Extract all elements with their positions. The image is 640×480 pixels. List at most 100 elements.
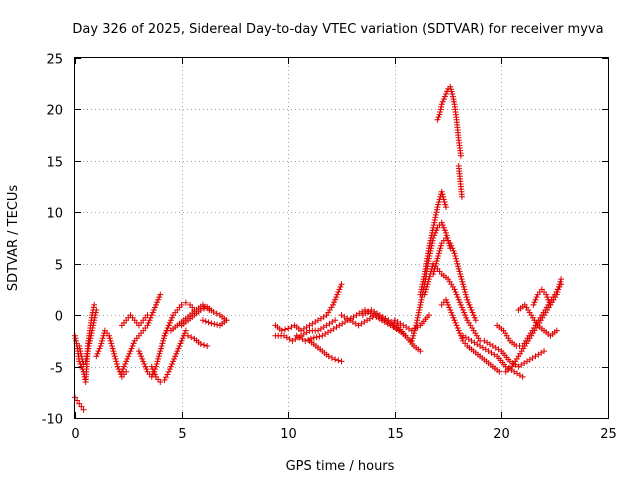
data-point [417,301,424,308]
data-point [123,358,130,365]
data-point [448,309,455,316]
data-point [458,276,465,283]
data-point [288,323,295,330]
data-point [148,312,155,319]
data-point [446,304,453,311]
data-point [111,350,118,357]
data-point [200,305,207,312]
data-point [413,322,420,329]
data-point [150,307,157,313]
data-point [420,276,427,283]
data-point [432,263,439,270]
y-tick-label: 25 [46,53,63,68]
data-point [457,273,464,280]
data-point [414,317,421,324]
data-point [422,289,429,295]
data-point [211,321,218,328]
data-point [202,318,209,325]
data-point [176,343,183,349]
data-point [83,353,90,360]
data-point [429,227,436,234]
data-point [418,296,425,303]
data-point [443,232,450,239]
data-point [94,350,101,357]
data-point [157,379,164,385]
data-point [450,96,457,103]
data-point [420,278,427,285]
data-point [285,325,292,332]
data-point [331,299,338,306]
data-point [99,335,106,342]
data-point [95,348,102,355]
data-point [158,343,165,349]
data-point [119,366,126,373]
data-point [455,296,462,303]
data-point [434,204,441,211]
data-point [90,322,97,329]
data-point [452,253,459,259]
y-tick-label: 0 [55,310,63,325]
data-point [455,265,462,272]
data-point [336,286,343,293]
data-point [440,193,447,200]
data-point [431,219,438,226]
data-point [439,98,446,105]
data-point [165,368,172,375]
data-point [553,291,560,298]
data-point [440,96,447,103]
data-point [149,366,156,373]
data-point [165,322,172,329]
data-point [332,317,339,324]
data-point [458,193,465,200]
data-point [425,276,432,283]
data-point [462,312,469,319]
data-point [442,91,449,97]
data-point [533,294,540,301]
data-point [107,337,114,344]
data-point [72,335,79,342]
data-point [472,317,479,324]
data-point [544,294,551,301]
data-point [432,214,439,221]
data-point [178,301,185,308]
data-point [424,281,431,288]
data-point [98,340,105,347]
series-arc-22 [417,188,449,298]
data-point [197,307,204,313]
data-point [162,330,169,337]
data-point [106,335,113,342]
data-point [456,330,463,337]
data-point [86,337,93,344]
data-point [99,337,106,344]
data-point [89,327,96,334]
data-point [78,353,85,360]
data-point [457,152,464,159]
data-point [157,348,164,355]
series-arc-26 [434,83,464,159]
data-point [435,250,442,257]
data-point [453,322,460,329]
series-arc-9 [161,299,198,339]
data-point [471,314,478,321]
series-arc-19 [359,307,424,355]
series-arc-5 [118,312,151,329]
data-point [166,319,173,326]
data-point [80,406,87,413]
data-point [531,299,538,306]
data-point [111,353,118,360]
data-point [108,340,115,347]
data-point [426,240,433,247]
data-point [451,250,458,257]
series-arc-29 [481,337,548,370]
data-point [437,109,444,115]
data-point [425,312,432,319]
data-point [177,340,184,347]
data-point [411,327,418,334]
data-point [462,289,469,295]
data-point [162,374,169,381]
data-point [423,286,430,293]
data-point [436,247,443,254]
data-point [113,358,120,365]
data-point [555,286,562,293]
data-point [439,191,446,198]
